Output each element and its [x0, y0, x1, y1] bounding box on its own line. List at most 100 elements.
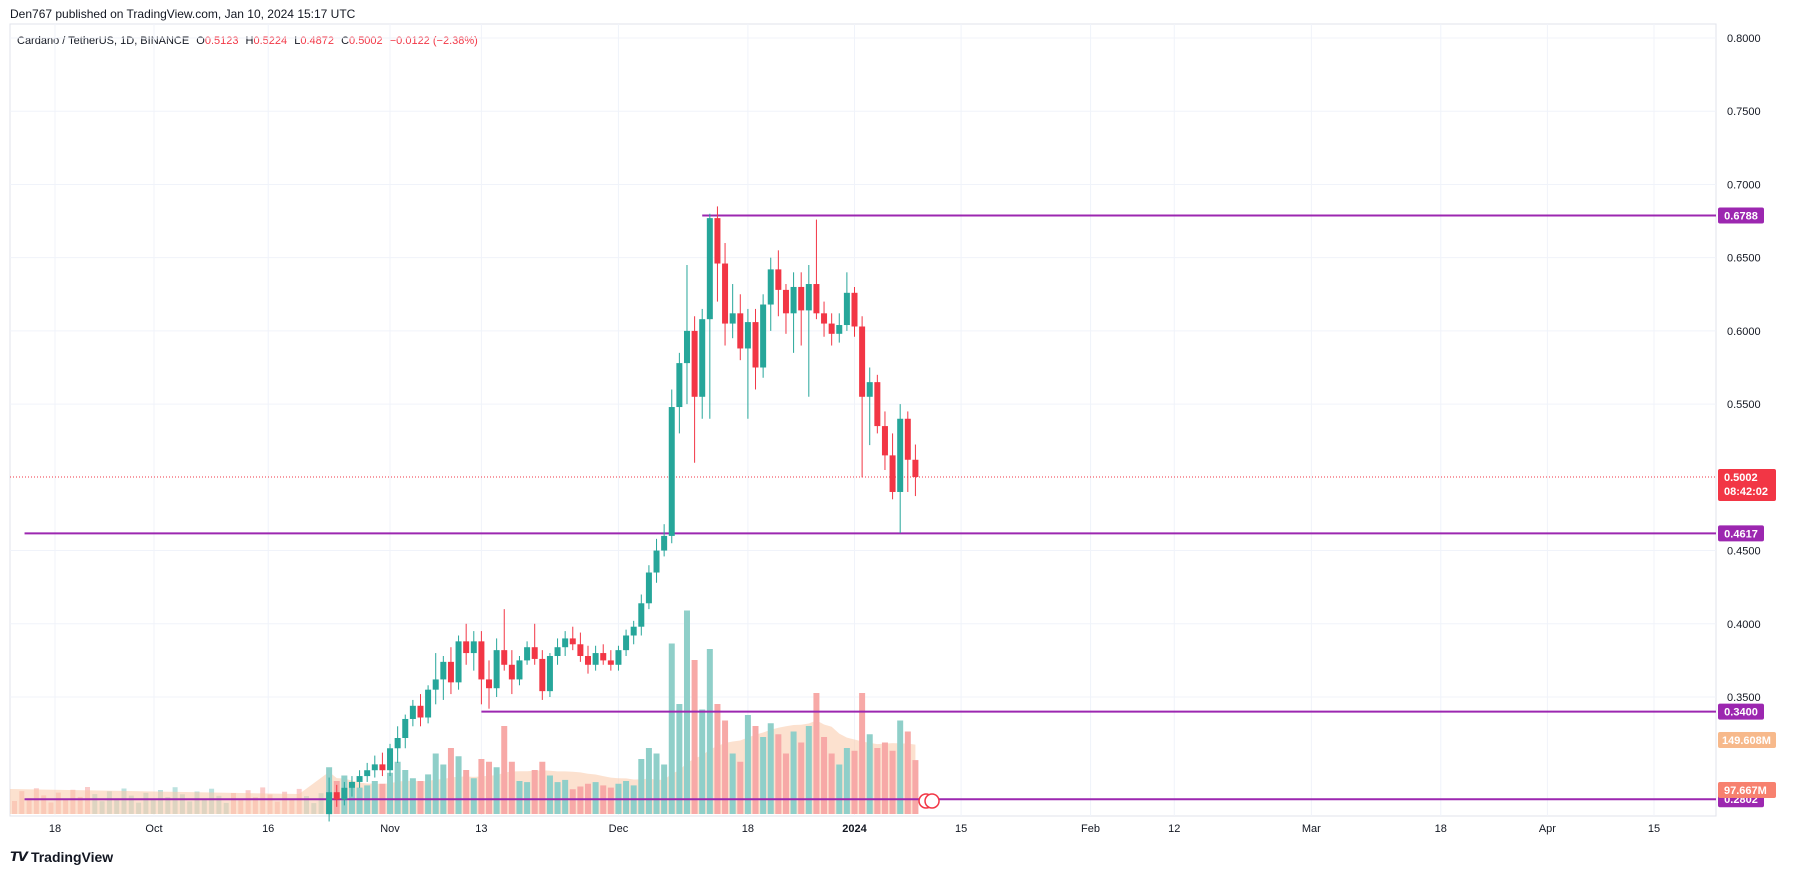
candle-body [691, 330, 698, 397]
candle-body [600, 653, 607, 661]
y-tick-label: 0.4500 [1727, 546, 1761, 558]
candle-body [348, 781, 355, 788]
volume-bar [546, 775, 553, 814]
candle-body [790, 286, 797, 314]
volume-bar [531, 770, 538, 814]
candle-body [455, 641, 462, 683]
axes[interactable]: 0.8000 0.7500 0.7000 0.6500 0.6000 0.5500 0.45… [49, 33, 1761, 835]
volume-bar [737, 761, 744, 814]
candle-body [432, 679, 439, 690]
candle-body [371, 764, 378, 771]
volume-bar [524, 782, 531, 814]
candle-body [539, 658, 546, 692]
volume-bar [493, 767, 500, 814]
volume-bar [676, 704, 683, 814]
volume-bar [508, 761, 515, 814]
volume-bar [897, 720, 904, 814]
candle-body [409, 705, 416, 719]
volume-bar [904, 731, 911, 814]
volume-bar [417, 781, 424, 814]
volume-bar [402, 770, 409, 814]
candle-body [676, 363, 683, 408]
candle-body [341, 787, 348, 800]
volume-bar [881, 742, 888, 814]
level-badge-label: 0.3400 [1724, 707, 1758, 719]
price-chart[interactable]: 0.8000 0.7500 0.7000 0.6500 0.6000 0.5500 0.45… [0, 0, 1794, 840]
volume-bar [539, 761, 546, 814]
volume-bar [501, 726, 508, 814]
candle-body [607, 660, 614, 665]
candle-body [333, 792, 340, 800]
volume-bar [387, 772, 394, 814]
candle-body [782, 289, 789, 314]
volume-bar [447, 748, 454, 814]
candle-body [402, 718, 409, 739]
low-label: L [294, 35, 301, 47]
level-badge [1718, 525, 1764, 542]
candle-body [645, 572, 652, 604]
y-tick-label: 0.8000 [1727, 33, 1761, 45]
candle-body [722, 263, 729, 324]
volume-bar [691, 660, 698, 814]
candle-body [744, 322, 751, 349]
candle-body [767, 269, 774, 305]
y-tick-label: 0.6000 [1727, 326, 1761, 338]
volume-bar [463, 770, 470, 814]
volume-bar [455, 756, 462, 814]
y-tick-label: 0.7500 [1727, 106, 1761, 118]
candle-body [813, 284, 820, 314]
volume-bar [729, 753, 736, 814]
current-price-badge [1718, 469, 1776, 502]
volume-bar [653, 753, 660, 814]
candle-body [729, 313, 736, 324]
x-tick-label: Mar [1302, 823, 1321, 835]
candle-body [554, 647, 561, 656]
candle-body [866, 382, 873, 397]
tradingview-footer[interactable]: 𝙏𝙑 TradingView [10, 849, 113, 865]
candle-body [493, 650, 500, 689]
candle-body [775, 269, 782, 290]
candle-body [470, 641, 477, 654]
x-tick-label: 18 [49, 823, 61, 835]
candle-body [524, 647, 531, 661]
candle-body [417, 705, 424, 718]
volume-bar [828, 753, 835, 814]
candle-body [630, 626, 637, 636]
y-tick-label: 0.5500 [1727, 399, 1761, 411]
candle-body [889, 455, 896, 492]
candle-body [843, 292, 850, 326]
volume-label: 97.667M [1724, 785, 1767, 797]
volume-bar [470, 778, 477, 814]
volume-ma-badge [1718, 732, 1776, 748]
candle-body [805, 284, 812, 311]
level-badge-label: 0.6788 [1724, 210, 1758, 222]
candle-body [859, 326, 866, 397]
volume-bar [798, 742, 805, 814]
volume-bar [394, 761, 401, 814]
volume-bar [623, 781, 630, 814]
high-label: H [245, 35, 254, 47]
volume-bar [661, 764, 668, 814]
x-tick-label: 13 [475, 823, 487, 835]
volume-bar [775, 734, 782, 814]
x-tick-label: 15 [955, 823, 967, 835]
x-tick-label: 18 [1435, 823, 1447, 835]
tradingview-logo-icon: 𝙏𝙑 [10, 849, 28, 864]
volume-bar [554, 782, 561, 814]
candle-body [577, 644, 584, 656]
horizontal-levels[interactable] [10, 214, 1716, 801]
candle-body [569, 638, 576, 645]
candle-body [364, 770, 371, 777]
volume-ma-label: 149.608M [1722, 735, 1771, 747]
candle-body [821, 313, 828, 324]
volume-bar [821, 737, 828, 814]
candle-body [592, 653, 599, 665]
candle-body [881, 426, 888, 456]
level-badge-label: 0.4617 [1724, 528, 1758, 540]
candle-body [752, 322, 759, 368]
candle-body [531, 647, 538, 659]
candle-body [516, 660, 523, 680]
volume-bar [478, 759, 485, 814]
candle-body [683, 330, 690, 364]
volume-bar [577, 786, 584, 814]
